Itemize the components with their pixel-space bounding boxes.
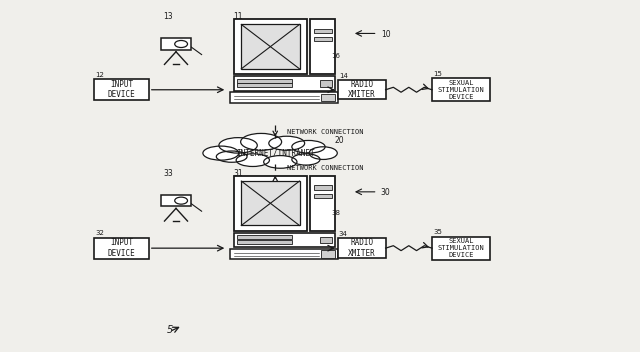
FancyBboxPatch shape <box>241 24 300 69</box>
Text: 33: 33 <box>163 169 173 178</box>
Text: 12: 12 <box>96 72 104 78</box>
Ellipse shape <box>241 133 282 150</box>
FancyBboxPatch shape <box>237 235 292 239</box>
Text: 34: 34 <box>339 231 348 237</box>
Text: RADIO
XMITER: RADIO XMITER <box>348 80 376 100</box>
FancyBboxPatch shape <box>338 80 385 99</box>
Ellipse shape <box>269 136 305 150</box>
FancyBboxPatch shape <box>234 19 307 74</box>
FancyBboxPatch shape <box>321 94 335 101</box>
Ellipse shape <box>309 147 337 159</box>
FancyBboxPatch shape <box>432 237 490 260</box>
Text: 31: 31 <box>234 169 243 178</box>
FancyBboxPatch shape <box>321 250 335 258</box>
Text: 16: 16 <box>332 53 340 59</box>
Text: INTERNET/INTRANET: INTERNET/INTRANET <box>236 149 314 158</box>
Ellipse shape <box>264 156 297 168</box>
FancyBboxPatch shape <box>314 37 332 41</box>
Text: INPUT
DEVICE: INPUT DEVICE <box>108 238 136 258</box>
Ellipse shape <box>216 151 247 162</box>
FancyBboxPatch shape <box>95 238 148 259</box>
Text: INPUT
DEVICE: INPUT DEVICE <box>108 80 136 100</box>
Text: SEXUAL
STIMULATION
DEVICE: SEXUAL STIMULATION DEVICE <box>437 238 484 258</box>
FancyBboxPatch shape <box>234 176 307 231</box>
Text: 5: 5 <box>166 325 173 335</box>
FancyBboxPatch shape <box>310 19 335 74</box>
Text: 15: 15 <box>433 71 442 77</box>
Text: 11: 11 <box>234 12 243 21</box>
Ellipse shape <box>236 154 269 166</box>
Text: SEXUAL
STIMULATION
DEVICE: SEXUAL STIMULATION DEVICE <box>437 80 484 100</box>
Text: NETWORK CONNECTION: NETWORK CONNECTION <box>287 129 364 136</box>
FancyBboxPatch shape <box>237 79 292 83</box>
FancyBboxPatch shape <box>161 195 191 206</box>
FancyBboxPatch shape <box>320 80 332 87</box>
FancyBboxPatch shape <box>314 29 332 33</box>
FancyBboxPatch shape <box>161 38 191 50</box>
FancyBboxPatch shape <box>230 92 338 103</box>
Ellipse shape <box>292 140 325 153</box>
FancyBboxPatch shape <box>234 233 335 247</box>
Ellipse shape <box>203 146 239 160</box>
Text: 13: 13 <box>163 12 173 21</box>
Ellipse shape <box>219 138 257 153</box>
Text: 35: 35 <box>433 229 442 235</box>
Text: 38: 38 <box>332 210 340 216</box>
FancyBboxPatch shape <box>230 249 338 259</box>
FancyBboxPatch shape <box>432 78 490 101</box>
FancyBboxPatch shape <box>320 237 332 243</box>
Ellipse shape <box>292 154 320 165</box>
Text: 20: 20 <box>334 136 344 145</box>
FancyBboxPatch shape <box>237 83 292 87</box>
Text: 30: 30 <box>381 188 390 197</box>
FancyBboxPatch shape <box>241 181 300 226</box>
FancyBboxPatch shape <box>338 239 385 258</box>
FancyBboxPatch shape <box>314 194 332 198</box>
FancyBboxPatch shape <box>314 186 332 190</box>
FancyBboxPatch shape <box>234 76 335 91</box>
Text: NETWORK CONNECTION: NETWORK CONNECTION <box>287 165 364 171</box>
FancyBboxPatch shape <box>237 240 292 244</box>
Text: 10: 10 <box>381 30 390 39</box>
Text: 32: 32 <box>96 230 104 236</box>
FancyBboxPatch shape <box>310 176 335 231</box>
Text: 14: 14 <box>339 73 348 79</box>
Text: RADIO
XMITER: RADIO XMITER <box>348 238 376 258</box>
FancyBboxPatch shape <box>95 79 148 100</box>
